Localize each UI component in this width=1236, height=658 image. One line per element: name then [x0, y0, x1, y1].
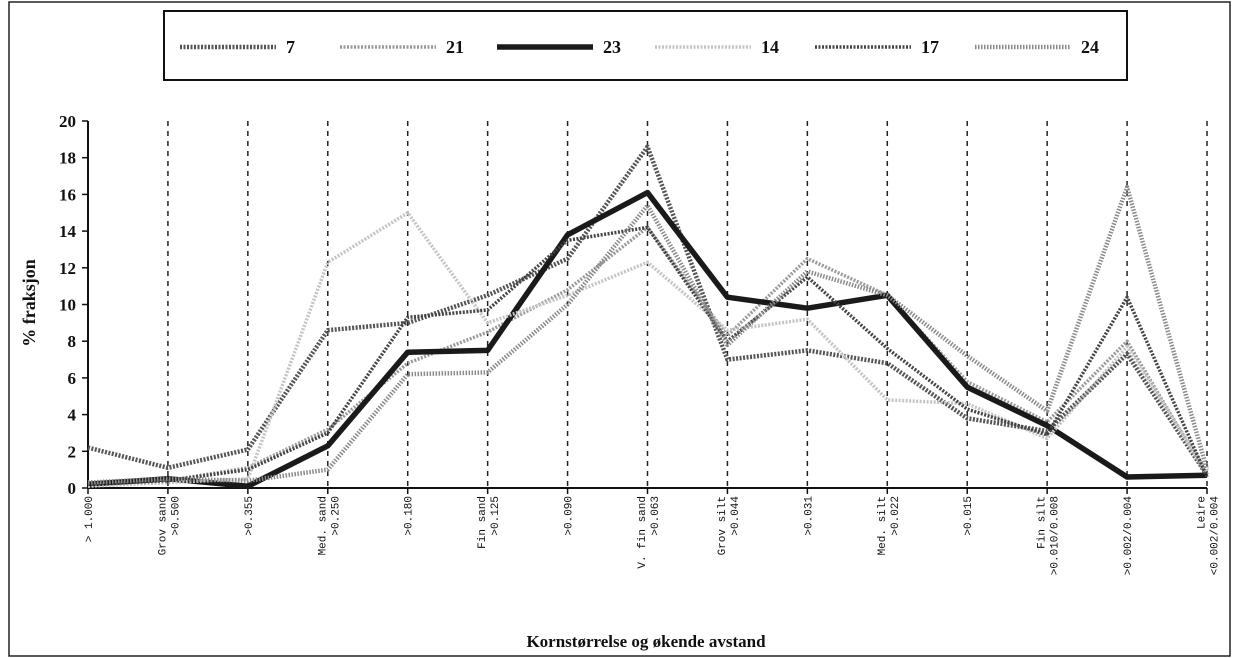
x-tick-label-line: >0.355 [244, 496, 256, 536]
x-axis-label: Kornstørrelse og økende avstand [526, 632, 766, 651]
x-tick-label-line: >0.002/0.004 [1123, 496, 1135, 576]
x-tick-label: Grov silt >0.044 [717, 496, 742, 556]
x-tick-label: Fin silt >0.010/0.008 [1037, 496, 1062, 575]
x-tick-label: >0.355 [244, 496, 256, 536]
outer-frame [8, 1, 1231, 657]
y-tick-label: 6 [68, 369, 77, 388]
x-tick-label-line: Grov sand [157, 496, 169, 555]
legend-label-14: 14 [761, 37, 779, 57]
x-tick-label-line: >0.063 [650, 496, 662, 536]
x-tick-label: >0.090 [564, 496, 576, 536]
y-tick-label: 2 [68, 442, 77, 461]
x-tick-label-line: >0.500 [170, 496, 182, 536]
legend: 7 21 23 14 17 24 [180, 37, 1099, 57]
x-tick-label-line: <0.002/0.004 [1210, 496, 1222, 576]
y-tick-label: 12 [59, 259, 76, 278]
x-tick-label-line: >0.015 [963, 496, 975, 536]
series-line-17 [87, 225, 1209, 487]
x-tick-label: >0.002/0.004 [1123, 496, 1135, 576]
x-tick-label-line: >0.180 [404, 496, 416, 536]
legend-box [163, 10, 1128, 81]
axes [82, 120, 1208, 494]
x-tick-label-line: Fin sand [477, 496, 489, 549]
x-tick-label-line: >0.031 [803, 496, 815, 536]
legend-label-24: 24 [1081, 37, 1099, 57]
series-lines [87, 144, 1210, 489]
series-line-24 [87, 184, 1210, 485]
x-tick-label: V. fin sand >0.063 [637, 496, 662, 569]
series-line-7 [87, 144, 1209, 477]
y-tick-label: 10 [59, 296, 76, 315]
x-tick-label-line: >0.010/0.008 [1050, 496, 1062, 575]
x-tick-label: Med. sand >0.250 [317, 496, 342, 555]
x-tick-label-line: >0.022 [890, 496, 902, 536]
x-tick-label: >0.031 [803, 496, 815, 536]
x-tick-label-line: V. fin sand [637, 496, 649, 569]
x-tick-label-line: >0.090 [564, 496, 576, 536]
y-tick-label: 16 [59, 185, 76, 204]
legend-label-21: 21 [446, 37, 464, 57]
grid-lines [167, 121, 1208, 488]
x-tick-labels: > 1.000 Grov sand >0.500 >0.355 Med. sand >0.… [84, 496, 1222, 576]
x-tick-label-line: > 1.000 [84, 496, 96, 542]
y-tick-labels: 0 2 4 6 8 10 12 14 16 18 20 [59, 112, 77, 498]
x-tick-label: Med. silt >0.022 [877, 496, 902, 555]
y-tick-label: 8 [68, 332, 77, 351]
x-tick-label-line: >0.125 [490, 496, 502, 536]
x-tick-label: Fin sand >0.125 [477, 496, 502, 549]
x-tick-label-line: Grov silt [717, 496, 729, 555]
x-tick-label-line: Leire [1197, 496, 1209, 529]
legend-label-23: 23 [603, 37, 621, 57]
x-tick-label-line: >0.044 [730, 496, 742, 536]
x-tick-label-line: >0.250 [330, 496, 342, 536]
legend-label-7: 7 [286, 37, 295, 57]
series-line-14 [87, 211, 1209, 488]
x-tick-label: Grov sand >0.500 [157, 496, 182, 555]
x-tick-label-line: Med. sand [317, 496, 329, 555]
y-tick-label: 0 [68, 479, 77, 498]
x-tick-label: >0.180 [404, 496, 416, 536]
x-tick-label-line: Fin silt [1037, 496, 1049, 549]
x-tick-label: > 1.000 [84, 496, 96, 542]
y-tick-label: 4 [68, 406, 77, 425]
x-tick-label: >0.015 [963, 496, 975, 536]
y-tick-label: 18 [59, 149, 76, 168]
y-tick-label: 14 [59, 222, 77, 241]
y-axis-label: % fraksjon [19, 259, 39, 347]
x-tick-label: Leire <0.002/0.004 [1197, 496, 1222, 576]
series-line-23 [87, 189, 1208, 489]
y-tick-label: 20 [59, 112, 76, 131]
legend-label-17: 17 [921, 37, 939, 57]
x-tick-label-line: Med. silt [877, 496, 889, 555]
